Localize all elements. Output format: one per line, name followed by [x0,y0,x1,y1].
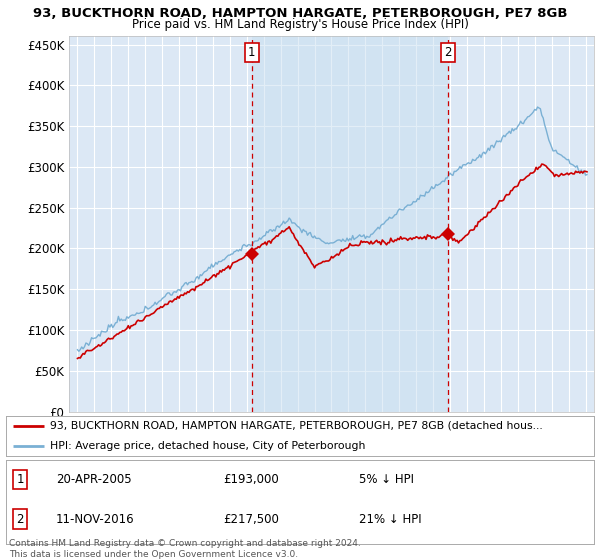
Text: £193,000: £193,000 [224,473,280,486]
Text: HPI: Average price, detached house, City of Peterborough: HPI: Average price, detached house, City… [50,441,365,451]
Text: 2: 2 [17,512,24,526]
Text: 20-APR-2005: 20-APR-2005 [56,473,131,486]
Text: 1: 1 [248,46,256,59]
Text: 21% ↓ HPI: 21% ↓ HPI [359,512,421,526]
Text: Contains HM Land Registry data © Crown copyright and database right 2024.
This d: Contains HM Land Registry data © Crown c… [9,539,361,559]
Text: Price paid vs. HM Land Registry's House Price Index (HPI): Price paid vs. HM Land Registry's House … [131,18,469,31]
Text: 1: 1 [17,473,24,486]
Bar [252,36,448,412]
Text: 5% ↓ HPI: 5% ↓ HPI [359,473,414,486]
Text: £217,500: £217,500 [224,512,280,526]
Text: 93, BUCKTHORN ROAD, HAMPTON HARGATE, PETERBOROUGH, PE7 8GB: 93, BUCKTHORN ROAD, HAMPTON HARGATE, PET… [33,7,567,20]
Text: 93, BUCKTHORN ROAD, HAMPTON HARGATE, PETERBOROUGH, PE7 8GB (detached hous...: 93, BUCKTHORN ROAD, HAMPTON HARGATE, PET… [50,421,543,431]
Text: 11-NOV-2016: 11-NOV-2016 [56,512,134,526]
Text: 2: 2 [444,46,452,59]
